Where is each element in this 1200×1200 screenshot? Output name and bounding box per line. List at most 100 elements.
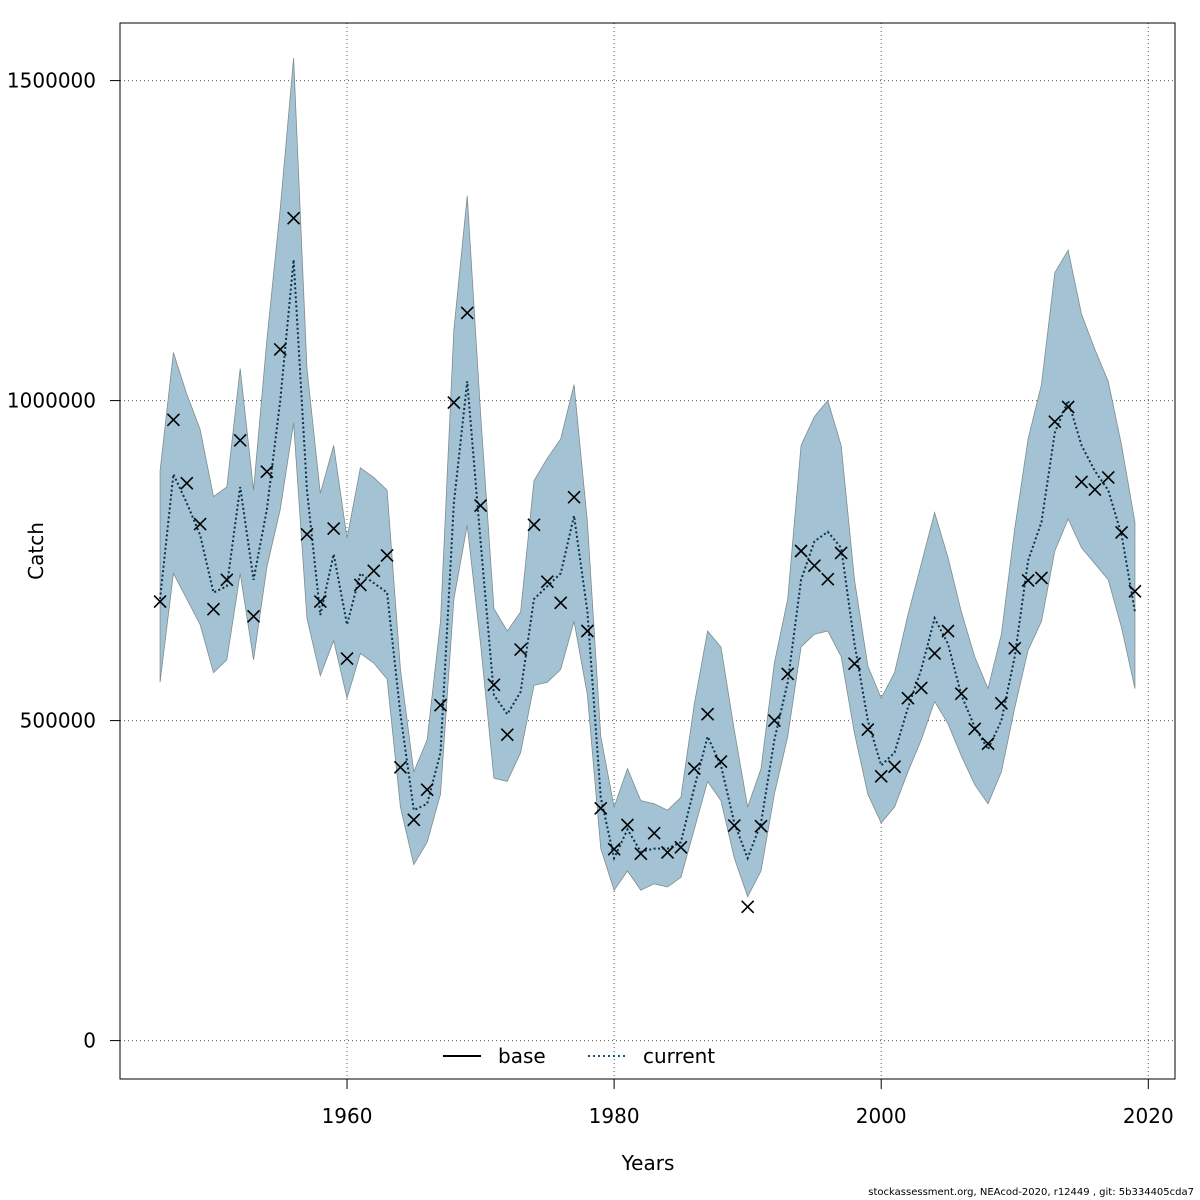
- catch-point: [821, 572, 835, 586]
- catch-point-stroke: [273, 342, 287, 356]
- catch-point: [540, 575, 554, 589]
- catch-point-stroke: [287, 211, 301, 225]
- catch-point-stroke: [500, 728, 514, 742]
- catch-point: [567, 490, 581, 504]
- catch-point: [901, 691, 915, 705]
- catch-point: [246, 609, 261, 623]
- catch-point-stroke: [874, 769, 888, 783]
- catch-point-stroke: [861, 722, 875, 737]
- catch-point-stroke: [474, 498, 488, 513]
- catch-point-stroke: [887, 760, 902, 774]
- catch-point: [647, 826, 661, 840]
- catch-point: [1101, 470, 1115, 484]
- catch-point: [674, 840, 688, 854]
- catch-point: [1128, 584, 1142, 598]
- catch-point: [514, 642, 528, 657]
- catch-point: [367, 564, 381, 578]
- catch-point: [874, 769, 888, 783]
- catch-point-stroke: [1115, 525, 1129, 540]
- catch-point: [834, 546, 848, 560]
- catch-point: [287, 211, 301, 225]
- catch-point: [620, 818, 635, 832]
- catch-point: [500, 728, 514, 742]
- catch-point-stroke: [180, 476, 194, 490]
- catch-point-stroke: [554, 596, 568, 610]
- catch-point: [433, 698, 448, 712]
- x-tick-label: 1960: [322, 1104, 373, 1128]
- catch-point-stroke: [460, 306, 474, 320]
- catch-point: [353, 578, 367, 592]
- catch-point: [727, 818, 741, 833]
- y-axis-title: Catch: [24, 522, 48, 580]
- catch-point-stroke: [834, 546, 848, 560]
- catch-point: [807, 559, 821, 573]
- confidence-band-group: [159, 58, 1136, 898]
- catch-point: [767, 714, 781, 728]
- catch-point-stroke: [380, 548, 394, 563]
- catch-point-stroke: [674, 840, 688, 854]
- catch-point: [327, 522, 341, 536]
- catch-point: [1048, 415, 1062, 429]
- catch-point: [1074, 475, 1089, 489]
- catch-point-stroke: [260, 465, 274, 479]
- catch-point: [193, 517, 207, 531]
- y-tick-label: 0: [83, 1029, 96, 1053]
- catch-point: [1034, 571, 1049, 585]
- catch-point-stroke: [193, 517, 207, 531]
- catch-point-stroke: [941, 624, 955, 638]
- catch-point: [687, 762, 701, 776]
- x-tick-label: 2000: [856, 1104, 907, 1128]
- catch-point: [781, 667, 795, 681]
- catch-point-stroke: [1048, 415, 1062, 429]
- catch-point-stroke: [246, 609, 261, 623]
- catch-point: [153, 594, 167, 609]
- x-axis: 1960 1980 2000 2020: [322, 1079, 1174, 1128]
- catch-point-stroke: [514, 642, 528, 657]
- catch-point: [968, 722, 982, 736]
- catch-point-stroke: [781, 667, 795, 681]
- catch-point: [981, 737, 995, 751]
- catch-point-stroke: [233, 433, 247, 447]
- x-tick-label: 2020: [1123, 1104, 1174, 1128]
- catch-point-stroke: [220, 573, 234, 587]
- catch-point-stroke: [1128, 584, 1142, 598]
- legend-current-label: current: [643, 1044, 715, 1068]
- catch-point: [393, 760, 408, 774]
- catch-point: [1021, 573, 1035, 588]
- catch-point-stroke: [634, 847, 648, 861]
- catch-point-stroke: [393, 760, 408, 774]
- catch-point: [928, 646, 942, 660]
- catch-point-stroke: [714, 754, 728, 769]
- catch-point: [474, 498, 488, 513]
- catch-point-stroke: [928, 646, 942, 660]
- catch-point-stroke: [1034, 571, 1049, 585]
- catch-point-stroke: [487, 678, 501, 692]
- catch-point-stroke: [687, 762, 701, 776]
- legend-base-label: base: [498, 1044, 546, 1068]
- catch-point-stroke: [327, 522, 341, 536]
- catch-point: [273, 342, 287, 356]
- catch-point-stroke: [914, 681, 928, 695]
- catch-point-stroke: [981, 737, 995, 751]
- catch-point-stroke: [794, 544, 808, 558]
- catch-point-stroke: [567, 490, 581, 504]
- x-tick-label: 1980: [589, 1104, 640, 1128]
- footer-credit: stockassessment.org, NEAcod-2020, r12449…: [868, 1187, 1194, 1198]
- catch-point: [340, 651, 354, 666]
- catch-point-stroke: [340, 651, 354, 666]
- catch-point: [861, 722, 875, 737]
- catch-point-stroke: [954, 687, 968, 701]
- catch-point: [634, 847, 648, 861]
- catch-point: [447, 395, 461, 410]
- catch-point: [380, 548, 394, 563]
- catch-point-stroke: [620, 818, 635, 832]
- catch-point-stroke: [527, 518, 541, 532]
- catch-point-stroke: [807, 559, 821, 573]
- y-tick-label: 1000000: [7, 389, 96, 413]
- catch-point: [714, 754, 728, 769]
- y-axis: 0 500000 1000000 1500000: [7, 69, 120, 1053]
- catch-point: [1088, 482, 1102, 497]
- catch-point-stroke: [767, 714, 781, 728]
- catch-point: [914, 681, 928, 695]
